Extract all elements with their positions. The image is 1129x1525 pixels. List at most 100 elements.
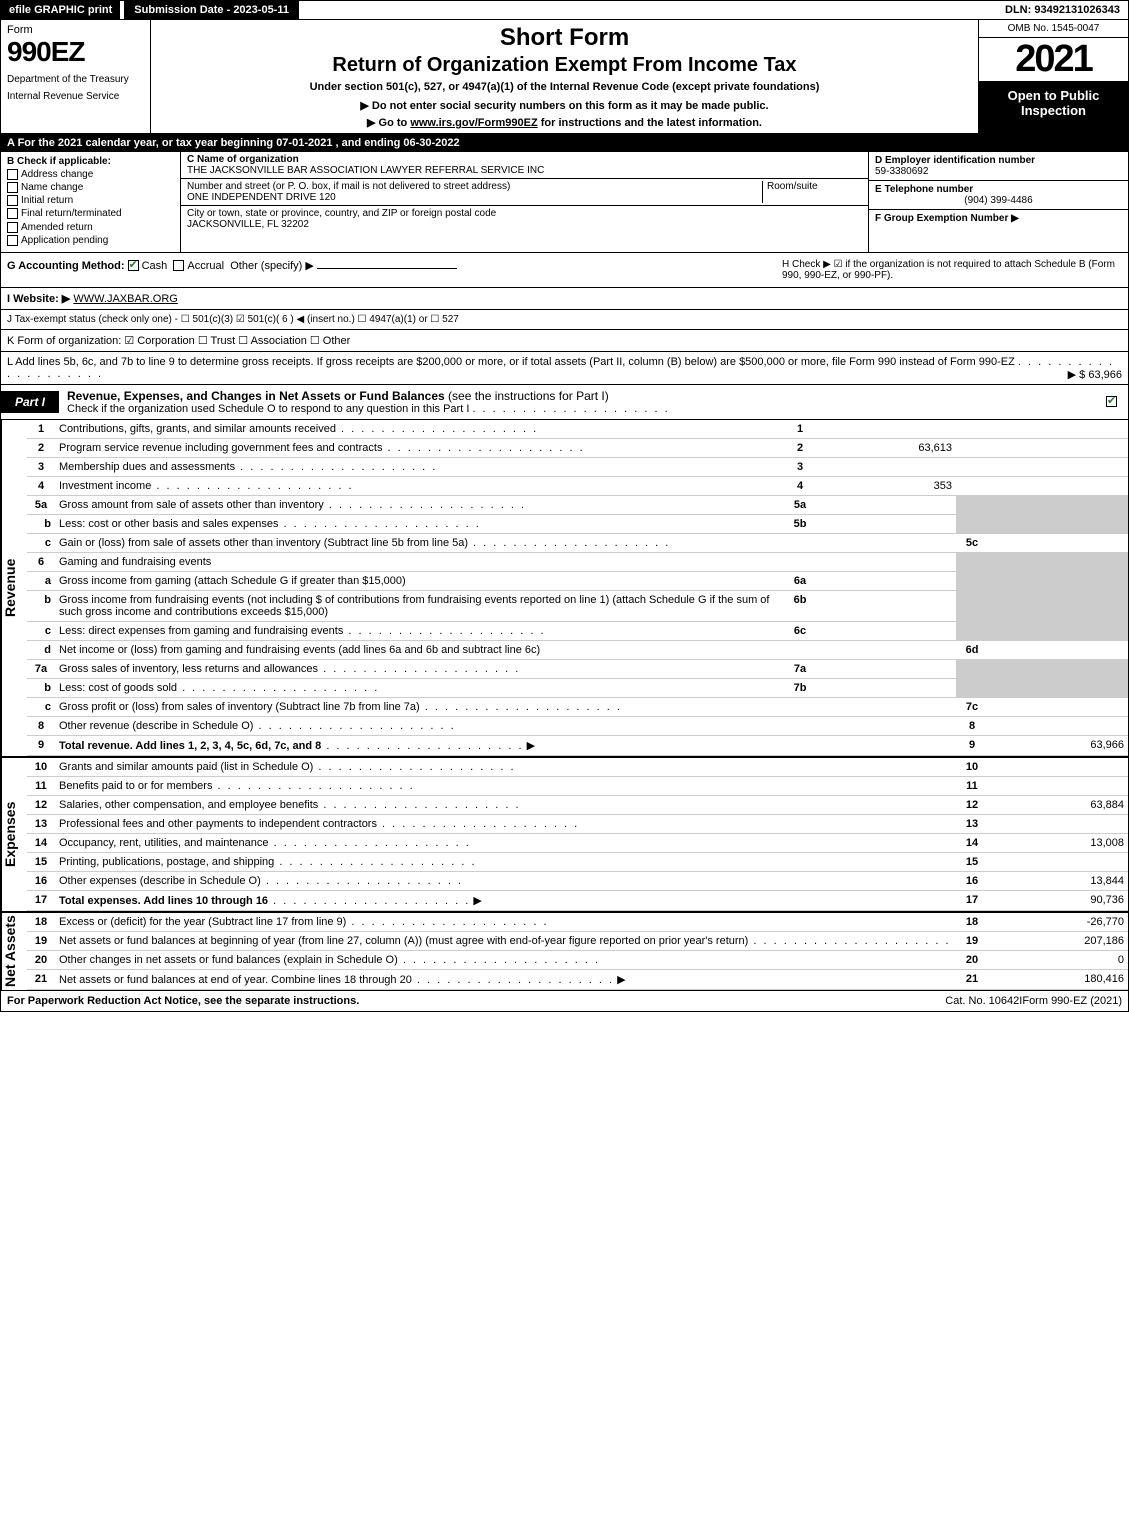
col-c-org-info: C Name of organization THE JACKSONVILLE … xyxy=(181,152,868,252)
line-5b: bLess: cost or other basis and sales exp… xyxy=(27,514,1128,533)
form-label: Form xyxy=(7,24,144,36)
line-11: 11Benefits paid to or for members11 xyxy=(27,776,1128,795)
other-label: Other (specify) ▶ xyxy=(230,260,314,272)
goto-pre: ▶ Go to xyxy=(367,117,410,129)
line-9: 9Total revenue. Add lines 1, 2, 3, 4, 5c… xyxy=(27,735,1128,755)
org-name: THE JACKSONVILLE BAR ASSOCIATION LAWYER … xyxy=(187,165,862,176)
chk-name-change[interactable]: Name change xyxy=(7,182,174,193)
row-l-amount: ▶ $ 63,966 xyxy=(1068,368,1122,381)
line-16: 16Other expenses (describe in Schedule O… xyxy=(27,871,1128,890)
form-number: 990EZ xyxy=(7,36,144,68)
title-return: Return of Organization Exempt From Incom… xyxy=(159,54,970,77)
website-link[interactable]: WWW.JAXBAR.ORG xyxy=(73,293,178,305)
form-ref: Form 990-EZ (2021) xyxy=(1022,995,1122,1007)
accounting-label: G Accounting Method: xyxy=(7,260,125,272)
open-to-public: Open to Public Inspection xyxy=(979,82,1128,133)
line-7b: bLess: cost of goods sold7b xyxy=(27,678,1128,697)
line-5c: cGain or (loss) from sale of assets othe… xyxy=(27,533,1128,552)
addr-label: Number and street (or P. O. box, if mail… xyxy=(187,181,510,192)
line-1: 1Contributions, gifts, grants, and simil… xyxy=(27,420,1128,439)
row-g-accounting: G Accounting Method: Cash Accrual Other … xyxy=(7,259,782,281)
cat-no: Cat. No. 10642I xyxy=(945,995,1022,1007)
ein-label: D Employer identification number xyxy=(875,155,1035,166)
line-4: 4Investment income4353 xyxy=(27,476,1128,495)
ein-value: 59-3380692 xyxy=(875,166,928,177)
row-gh: G Accounting Method: Cash Accrual Other … xyxy=(1,253,1128,288)
paperwork-notice: For Paperwork Reduction Act Notice, see … xyxy=(7,995,745,1007)
section-bcdef: B Check if applicable: Address change Na… xyxy=(1,152,1128,253)
expenses-vlabel: Expenses xyxy=(1,758,27,911)
chk-address-change[interactable]: Address change xyxy=(7,169,174,180)
line-2: 2Program service revenue including gover… xyxy=(27,438,1128,457)
netassets-table: 18Excess or (deficit) for the year (Subt… xyxy=(27,913,1128,990)
line-6c: cLess: direct expenses from gaming and f… xyxy=(27,621,1128,640)
city-label: City or town, state or province, country… xyxy=(187,208,862,219)
col-b-checkboxes: B Check if applicable: Address change Na… xyxy=(1,152,181,252)
cash-label: Cash xyxy=(142,260,168,272)
other-specify-input[interactable] xyxy=(317,268,457,269)
line-13: 13Professional fees and other payments t… xyxy=(27,814,1128,833)
form-header: Form 990EZ Department of the Treasury In… xyxy=(1,20,1128,134)
part1-title: Revenue, Expenses, and Changes in Net As… xyxy=(67,389,445,403)
line-7a: 7aGross sales of inventory, less returns… xyxy=(27,659,1128,678)
room-label: Room/suite xyxy=(767,181,818,192)
line-6: 6Gaming and fundraising events xyxy=(27,552,1128,571)
line-18: 18Excess or (deficit) for the year (Subt… xyxy=(27,913,1128,932)
efile-print-label[interactable]: efile GRAPHIC print xyxy=(1,1,120,19)
chk-initial-return[interactable]: Initial return xyxy=(7,195,174,206)
col-b-header: B Check if applicable: xyxy=(7,156,174,167)
chk-amended-return[interactable]: Amended return xyxy=(7,222,174,233)
tel-label: E Telephone number xyxy=(875,184,973,195)
expenses-table: 10Grants and similar amounts paid (list … xyxy=(27,758,1128,911)
part1-tag: Part I xyxy=(1,391,59,413)
chk-final-return[interactable]: Final return/terminated xyxy=(7,208,174,219)
row-j-tax-exempt: J Tax-exempt status (check only one) - ☐… xyxy=(1,310,1128,330)
row-a-tax-year: A For the 2021 calendar year, or tax yea… xyxy=(1,134,1128,152)
part1-subtitle: Check if the organization used Schedule … xyxy=(67,403,1098,415)
subtitle-goto: ▶ Go to www.irs.gov/Form990EZ for instru… xyxy=(159,116,970,129)
revenue-table: 1Contributions, gifts, grants, and simil… xyxy=(27,420,1128,756)
line-8: 8Other revenue (describe in Schedule O)8 xyxy=(27,716,1128,735)
group-exemption-label: F Group Exemption Number ▶ xyxy=(875,213,1019,224)
org-city: JACKSONVILLE, FL 32202 xyxy=(187,219,862,230)
top-bar: efile GRAPHIC print Submission Date - 20… xyxy=(1,1,1128,20)
line-21: 21Net assets or fund balances at end of … xyxy=(27,969,1128,989)
line-14: 14Occupancy, rent, utilities, and mainte… xyxy=(27,833,1128,852)
chk-cash[interactable] xyxy=(128,260,139,271)
line-19: 19Net assets or fund balances at beginni… xyxy=(27,931,1128,950)
chk-application-pending[interactable]: Application pending xyxy=(7,235,174,246)
line-5a: 5aGross amount from sale of assets other… xyxy=(27,495,1128,514)
line-15: 15Printing, publications, postage, and s… xyxy=(27,852,1128,871)
row-h-schedule-b: H Check ▶ ☑ if the organization is not r… xyxy=(782,259,1122,281)
part1-header: Part I Revenue, Expenses, and Changes in… xyxy=(1,385,1128,420)
org-name-label: C Name of organization xyxy=(187,154,862,165)
irs-link[interactable]: www.irs.gov/Form990EZ xyxy=(410,117,537,129)
line-10: 10Grants and similar amounts paid (list … xyxy=(27,758,1128,777)
row-i-website: I Website: ▶ WWW.JAXBAR.ORG xyxy=(1,288,1128,310)
page-footer: For Paperwork Reduction Act Notice, see … xyxy=(1,991,1128,1011)
line-7c: cGross profit or (loss) from sales of in… xyxy=(27,697,1128,716)
tel-value: (904) 399-4486 xyxy=(875,195,1122,206)
accrual-label: Accrual xyxy=(187,260,224,272)
revenue-section: Revenue 1Contributions, gifts, grants, a… xyxy=(1,420,1128,758)
net-assets-section: Net Assets 18Excess or (deficit) for the… xyxy=(1,913,1128,991)
part1-title-sub: (see the instructions for Part I) xyxy=(445,389,609,403)
line-6d: dNet income or (loss) from gaming and fu… xyxy=(27,640,1128,659)
line-12: 12Salaries, other compensation, and empl… xyxy=(27,795,1128,814)
row-l-text: L Add lines 5b, 6c, and 7b to line 9 to … xyxy=(7,356,1015,368)
submission-date: Submission Date - 2023-05-11 xyxy=(124,1,299,19)
row-k-form-org: K Form of organization: ☑ Corporation ☐ … xyxy=(1,330,1128,352)
dln: DLN: 93492131026343 xyxy=(997,1,1128,19)
part1-schedule-o-chk[interactable] xyxy=(1106,396,1117,407)
omb-number: OMB No. 1545-0047 xyxy=(979,20,1128,38)
goto-post: for instructions and the latest informat… xyxy=(538,117,762,129)
dept-treasury: Department of the Treasury xyxy=(7,74,144,85)
tax-year: 2021 xyxy=(979,38,1128,82)
dept-irs: Internal Revenue Service xyxy=(7,91,144,102)
col-def: D Employer identification number 59-3380… xyxy=(868,152,1128,252)
line-3: 3Membership dues and assessments3 xyxy=(27,457,1128,476)
subtitle-ssn: ▶ Do not enter social security numbers o… xyxy=(159,99,970,112)
chk-accrual[interactable] xyxy=(173,260,184,271)
revenue-vlabel: Revenue xyxy=(1,420,27,756)
line-20: 20Other changes in net assets or fund ba… xyxy=(27,950,1128,969)
